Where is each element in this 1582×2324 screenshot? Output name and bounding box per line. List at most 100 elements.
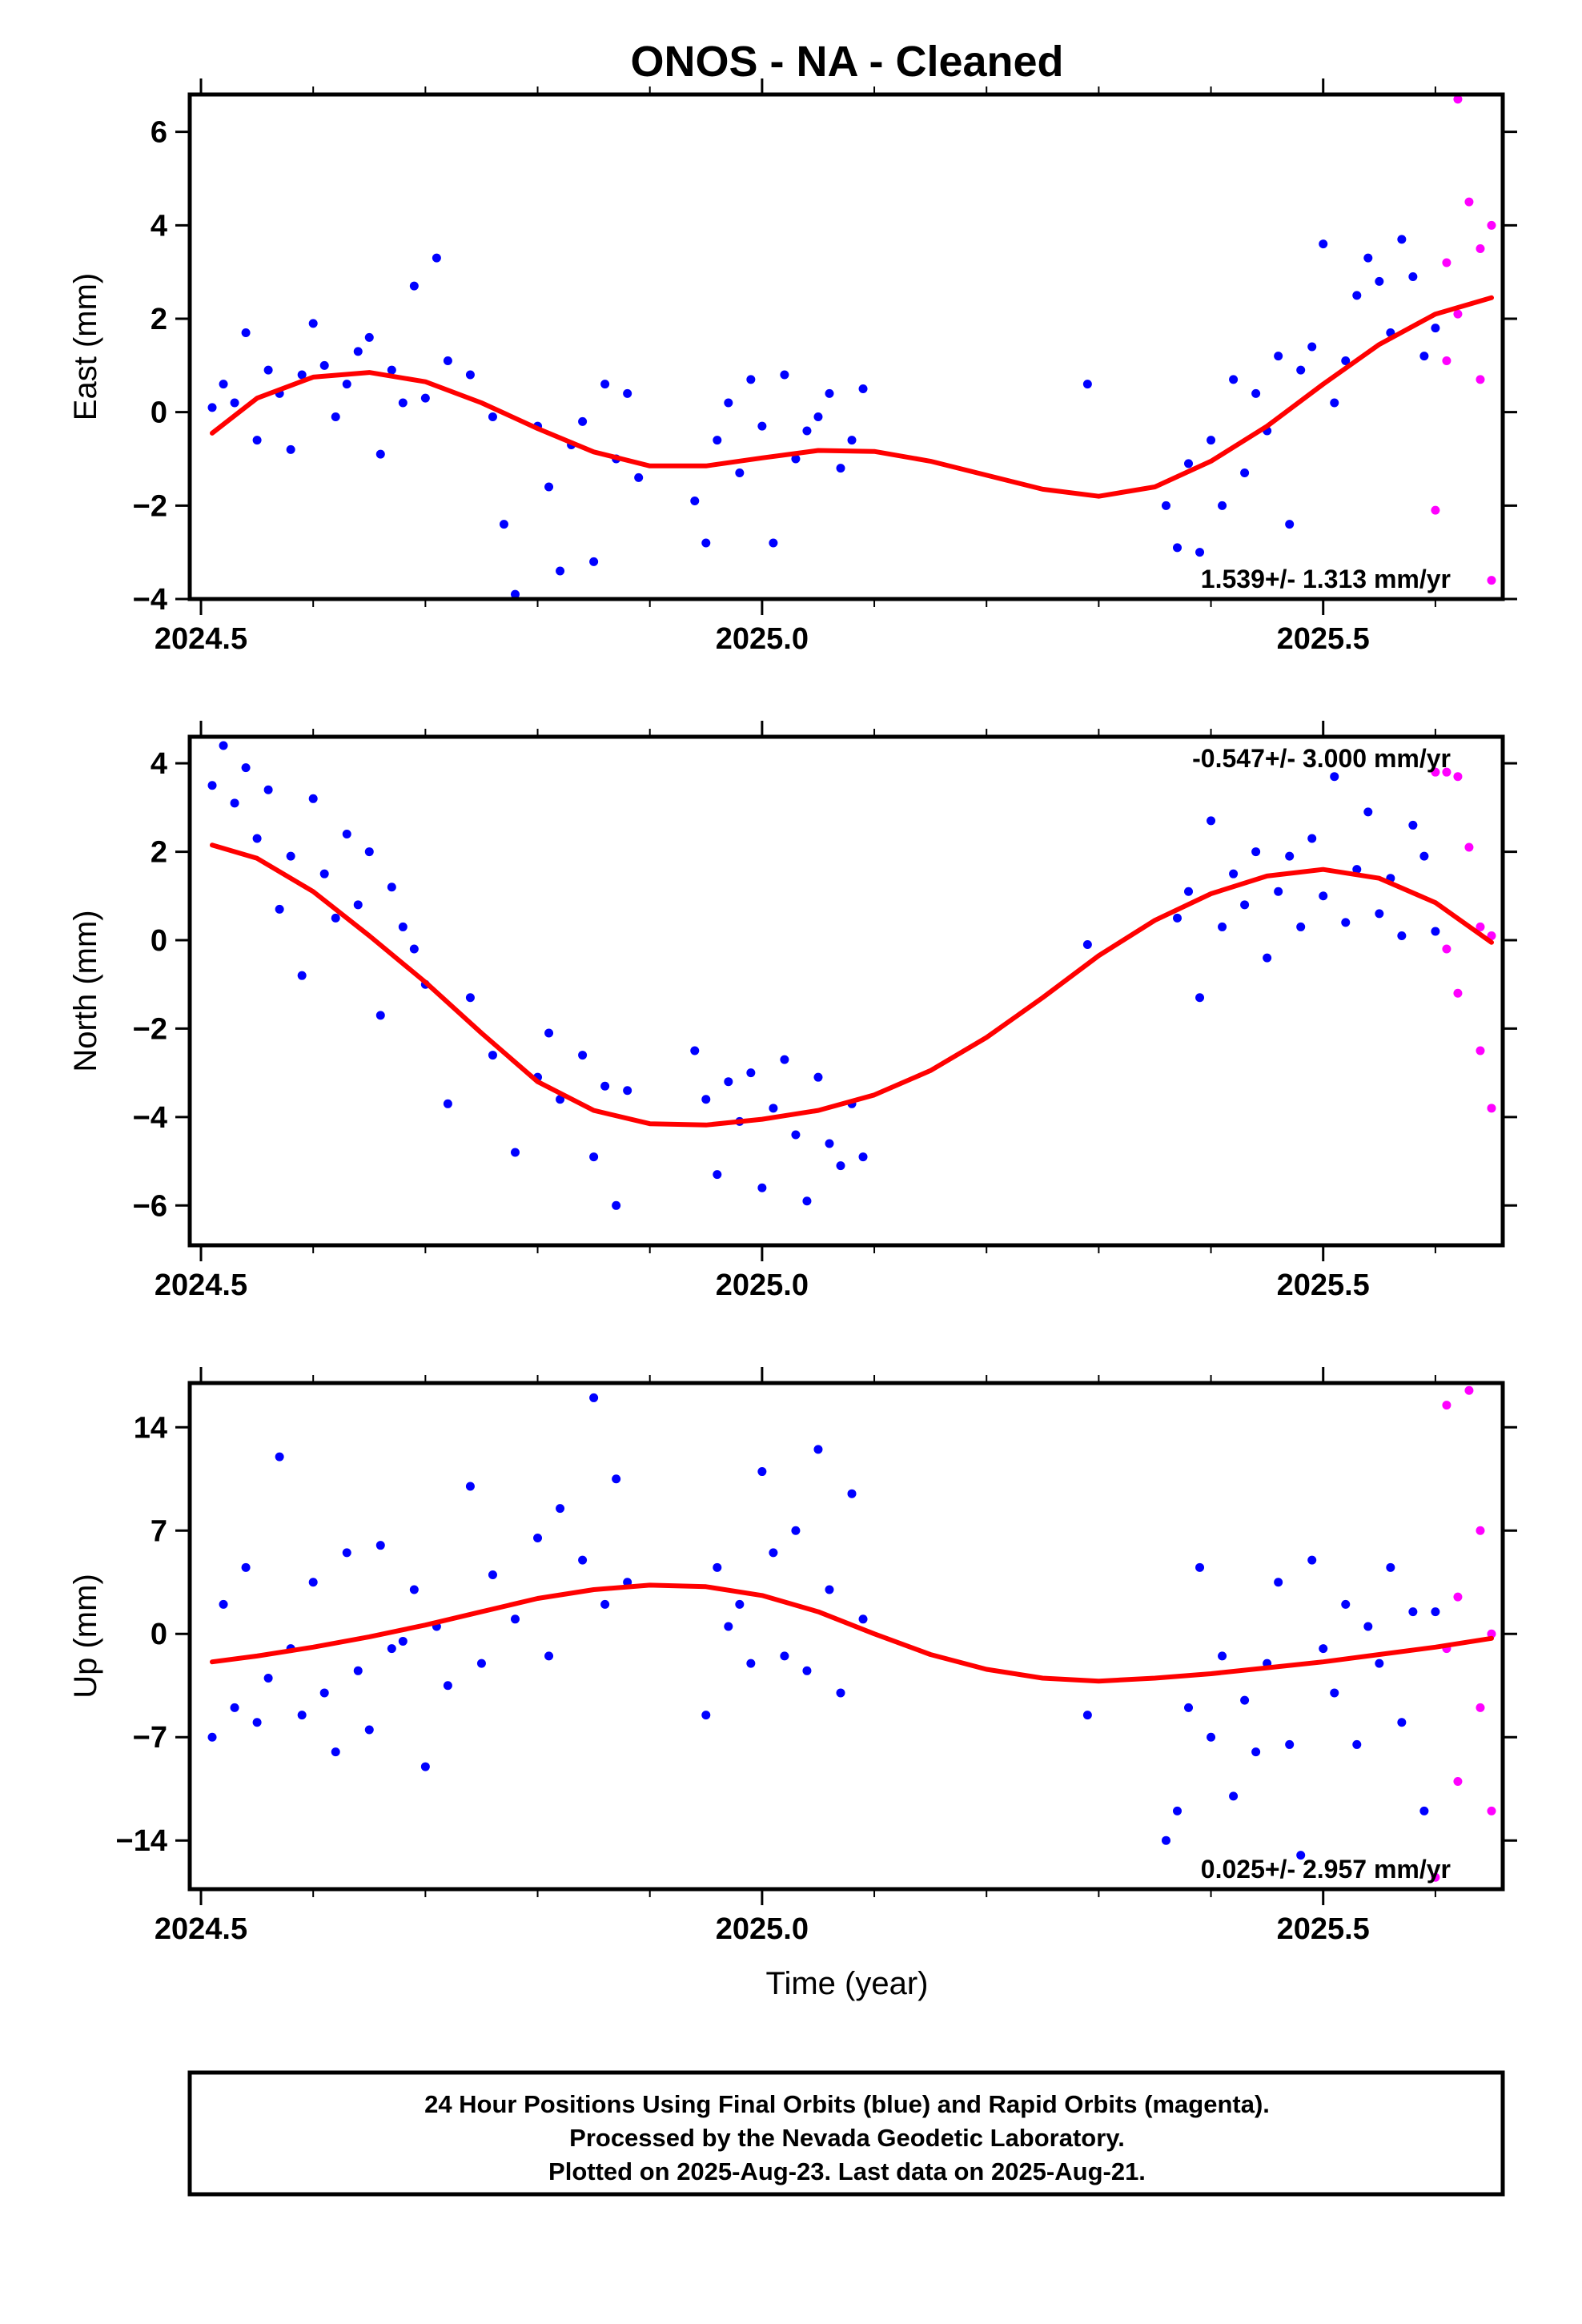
final-point xyxy=(1363,253,1373,263)
final-point xyxy=(825,1139,834,1148)
y-tick-label: −6 xyxy=(133,1189,167,1223)
final-point xyxy=(488,1051,497,1060)
final-point xyxy=(510,1148,520,1157)
final-point xyxy=(746,1659,756,1668)
final-point xyxy=(1251,847,1261,857)
final-point xyxy=(331,913,340,923)
final-point xyxy=(1229,375,1239,384)
final-point xyxy=(791,1526,801,1535)
x-tick-label: 2024.5 xyxy=(155,1912,247,1946)
final-point xyxy=(746,375,756,384)
final-point xyxy=(825,388,834,398)
final-point xyxy=(1274,352,1283,361)
final-point xyxy=(1263,953,1272,963)
final-point xyxy=(556,1095,565,1104)
final-point xyxy=(1341,1599,1351,1609)
final-point xyxy=(364,847,374,857)
final-point xyxy=(600,1081,610,1091)
final-point xyxy=(858,1614,868,1624)
rapid-point xyxy=(1476,375,1485,384)
rapid-point xyxy=(1453,1592,1463,1602)
y-tick-label: −14 xyxy=(116,1824,167,1858)
rapid-point xyxy=(1453,309,1463,319)
final-point xyxy=(735,1599,745,1609)
final-point xyxy=(701,1711,711,1720)
final-point xyxy=(623,388,632,398)
y-tick-label: −2 xyxy=(133,1012,167,1046)
final-point xyxy=(488,412,497,421)
final-point xyxy=(713,436,722,445)
rapid-point xyxy=(1431,505,1440,515)
final-point xyxy=(1363,1622,1373,1631)
footer-line-1: 24 Hour Positions Using Final Orbits (bl… xyxy=(424,2090,1270,2118)
rapid-point xyxy=(1487,1806,1496,1815)
final-point xyxy=(769,538,778,548)
final-point xyxy=(1419,1806,1429,1815)
rapid-point xyxy=(1476,1046,1485,1055)
final-point xyxy=(1296,922,1306,931)
final-point xyxy=(769,1548,778,1558)
x-tick-label: 2025.5 xyxy=(1277,1912,1370,1946)
final-point xyxy=(1082,1711,1092,1720)
final-point xyxy=(1296,1851,1306,1860)
final-point xyxy=(544,482,554,492)
rapid-point xyxy=(1431,1872,1440,1882)
final-point xyxy=(1184,459,1194,468)
y-tick-label: 0 xyxy=(151,396,167,430)
y-tick-label: −4 xyxy=(133,583,167,617)
rate-label: 0.025+/- 2.957 mm/yr xyxy=(1201,1855,1451,1884)
final-point xyxy=(780,370,789,380)
final-point xyxy=(1184,887,1194,896)
final-point xyxy=(847,1489,857,1498)
final-point xyxy=(1431,324,1440,333)
final-point xyxy=(802,1196,812,1206)
final-point xyxy=(387,365,396,375)
final-point xyxy=(1229,1791,1239,1801)
final-point xyxy=(1173,1806,1182,1815)
final-point xyxy=(1319,239,1328,249)
final-point xyxy=(1195,548,1205,557)
final-point xyxy=(1240,900,1250,910)
rapid-point xyxy=(1476,244,1485,253)
final-point xyxy=(836,1688,845,1698)
panel-east: 2024.5 2025.0 2025.5 −4 −2 0 2 4 6 East (mm) 1.539… xyxy=(68,78,1517,656)
y-tick-label: 2 xyxy=(151,836,167,870)
final-point xyxy=(353,347,363,356)
final-point xyxy=(1195,993,1205,1003)
final-point xyxy=(342,380,351,389)
final-point xyxy=(499,520,508,529)
final-point xyxy=(375,1011,385,1020)
final-point xyxy=(1375,276,1384,286)
final-point xyxy=(409,944,419,954)
final-point xyxy=(802,426,812,436)
final-point xyxy=(1240,468,1250,477)
final-point xyxy=(286,851,295,861)
final-point xyxy=(230,398,239,408)
x-tick-label: 2025.0 xyxy=(716,1912,809,1946)
final-point xyxy=(1251,1747,1261,1757)
final-point xyxy=(858,384,868,393)
plot-frame xyxy=(187,92,1505,601)
final-point xyxy=(488,1570,497,1580)
final-point xyxy=(600,1599,610,1609)
final-point xyxy=(353,1666,363,1675)
final-point xyxy=(1218,501,1227,510)
final-point xyxy=(465,993,475,1003)
final-point xyxy=(219,741,228,750)
final-point xyxy=(443,1099,452,1108)
final-point xyxy=(1240,1695,1250,1705)
final-point xyxy=(813,412,823,421)
y-axis-label: East (mm) xyxy=(68,273,103,420)
final-point xyxy=(252,1718,262,1727)
final-point xyxy=(297,971,307,980)
final-point xyxy=(1397,1718,1407,1727)
plot-frame xyxy=(187,734,1505,1248)
rapid-point xyxy=(1442,1401,1452,1410)
final-point xyxy=(556,566,565,576)
final-point xyxy=(589,557,599,566)
rapid-point xyxy=(1453,1776,1463,1786)
y-tick-label: 4 xyxy=(151,747,167,781)
final-point xyxy=(836,464,845,473)
final-point xyxy=(1363,807,1373,817)
footer-box xyxy=(187,2070,1505,2197)
